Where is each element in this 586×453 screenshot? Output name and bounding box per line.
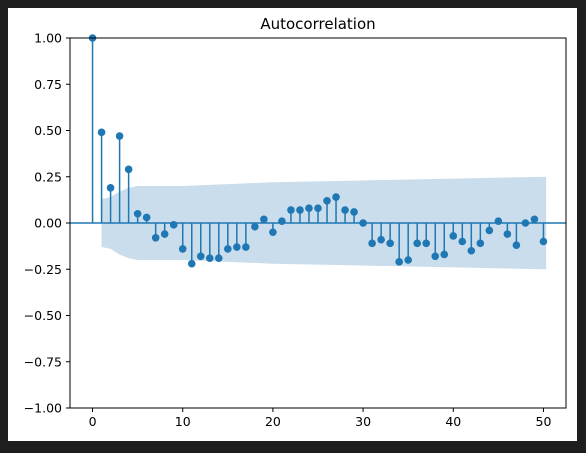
acf-point-lag-49	[530, 215, 539, 224]
acf-point-lag-8	[160, 230, 169, 238]
acf-point-lag-14	[215, 254, 223, 262]
acf-point-lag-27	[332, 193, 340, 201]
acf-point-lag-3	[115, 132, 124, 140]
acf-point-lag-13	[205, 254, 214, 262]
acf-point-lag-45	[494, 217, 503, 225]
acf-point-lag-33	[386, 239, 394, 248]
y-tick-label: 1.00	[34, 31, 62, 46]
acf-point-lag-16	[233, 243, 241, 251]
acf-point-lag-19	[260, 215, 268, 224]
acf-point-lag-7	[151, 234, 160, 242]
acf-point-lag-31	[368, 239, 376, 248]
x-tick-label: 0	[89, 414, 97, 429]
acf-point-lag-18	[251, 222, 259, 231]
acf-point-lag-10	[178, 245, 187, 253]
acf-point-lag-1	[97, 128, 106, 137]
x-tick-label: 20	[265, 414, 281, 429]
acf-point-lag-46	[503, 230, 512, 238]
acf-point-lag-4	[124, 165, 133, 174]
acf-point-lag-5	[133, 209, 142, 218]
acf-point-lag-2	[106, 184, 115, 192]
acf-point-lag-11	[187, 259, 196, 268]
acf-point-lag-50	[539, 237, 548, 246]
acf-point-lag-30	[359, 219, 367, 227]
markers-layer	[88, 34, 548, 268]
acf-point-lag-6	[142, 213, 151, 222]
acf-point-lag-20	[269, 228, 277, 237]
y-tick-label: −0.75	[24, 354, 62, 369]
acf-point-lag-42	[467, 246, 476, 255]
y-tick-label: −0.25	[24, 262, 62, 277]
acf-point-lag-22	[287, 206, 295, 214]
acf-point-lag-44	[485, 226, 494, 235]
acf-chart: 0 10 20 30 40 50 1.00 0.75 0.50 0.25 0.00 −0.25 −0.5…	[8, 8, 577, 441]
acf-point-lag-37	[422, 239, 431, 248]
acf-point-lag-12	[196, 252, 205, 261]
acf-point-lag-28	[341, 206, 349, 214]
acf-point-lag-41	[458, 237, 467, 246]
acf-point-lag-40	[449, 232, 458, 240]
acf-point-lag-35	[404, 256, 412, 264]
acf-point-lag-32	[377, 235, 385, 244]
acf-point-lag-29	[350, 208, 358, 216]
figure: 0 10 20 30 40 50 1.00 0.75 0.50 0.25 0.00 −0.25 −0.5…	[8, 8, 577, 441]
acf-point-lag-25	[314, 204, 322, 212]
y-tick-label: 0.25	[34, 169, 62, 184]
acf-point-lag-34	[395, 258, 403, 266]
acf-point-lag-17	[242, 243, 250, 251]
x-tick-label: 50	[536, 414, 552, 429]
x-tick-label: 30	[355, 414, 371, 429]
acf-point-lag-26	[323, 197, 331, 205]
y-tick-label: −0.50	[24, 308, 62, 323]
acf-point-lag-21	[278, 217, 286, 225]
acf-point-lag-48	[521, 219, 530, 227]
acf-point-lag-9	[169, 221, 178, 229]
x-tick-label: 10	[175, 414, 191, 429]
acf-point-lag-36	[413, 239, 422, 248]
ticks-layer: 0 10 20 30 40 50 1.00 0.75 0.50 0.25 0.00 −0.25 −0.5…	[24, 31, 552, 430]
acf-point-lag-15	[224, 245, 232, 253]
acf-point-lag-23	[296, 206, 304, 214]
acf-point-lag-24	[305, 204, 313, 212]
acf-point-lag-43	[476, 239, 485, 248]
chart-title: Autocorrelation	[260, 15, 375, 33]
y-tick-label: 0.50	[34, 123, 62, 138]
y-tick-label: 0.00	[34, 216, 62, 231]
acf-point-lag-39	[440, 250, 449, 259]
acf-point-lag-38	[431, 252, 440, 261]
acf-point-lag-47	[512, 241, 521, 249]
x-tick-label: 40	[445, 414, 461, 429]
y-tick-label: −1.00	[24, 401, 62, 416]
y-tick-label: 0.75	[34, 77, 62, 92]
